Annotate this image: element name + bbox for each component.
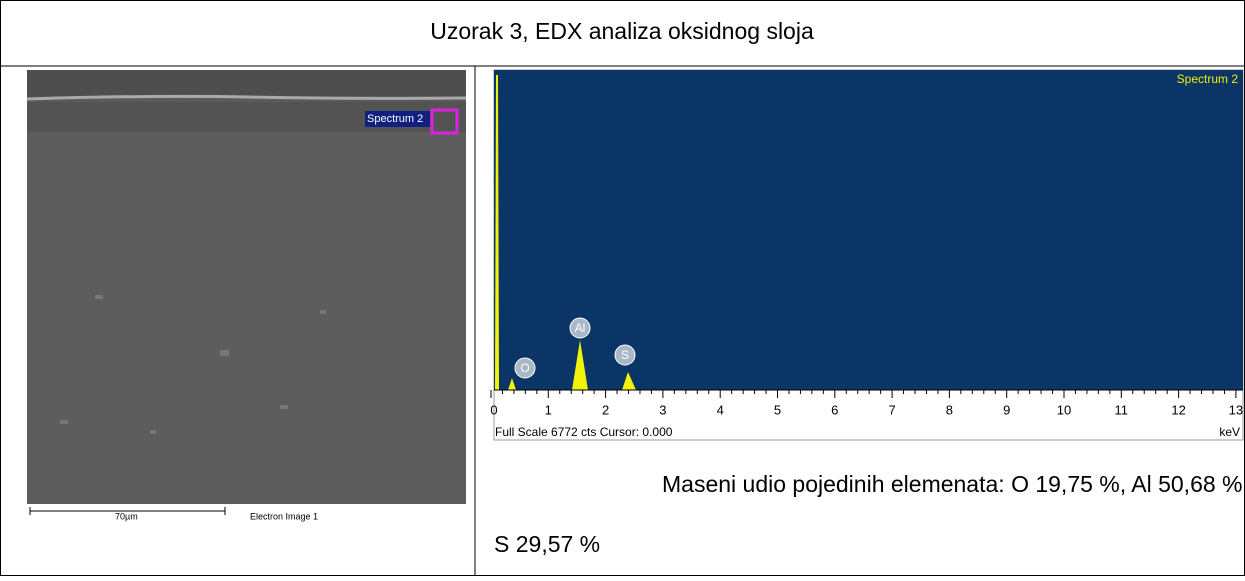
element-marker xyxy=(614,344,636,366)
sem-image: Spectrum 2 xyxy=(26,70,467,504)
tick-label: 9 xyxy=(1003,402,1010,417)
overlay-label: Spectrum 2 xyxy=(367,113,423,125)
table-title: Uzorak 3, EDX analiza oksidnog sloja xyxy=(430,18,814,44)
spectrum-label: Spectrum 2 xyxy=(1177,72,1239,86)
unit: keV xyxy=(1219,425,1240,439)
tick-label: 6 xyxy=(831,402,838,417)
tick-label: 0 xyxy=(490,402,497,417)
element-marker xyxy=(569,317,591,339)
element-label: Al xyxy=(575,321,586,335)
image-caption: Electron Image 1 xyxy=(250,511,318,521)
tick-label: 1 xyxy=(545,402,552,417)
spectrum-panel: Spectrum 2 keV Full Scale 6772 cts Curso… xyxy=(493,69,1244,441)
tick-label: 4 xyxy=(717,402,724,417)
tick-label: 13 xyxy=(1229,402,1243,417)
text-line: Maseni udio pojedinih elemenata: O 19,75… xyxy=(662,471,1245,497)
element-label: S xyxy=(621,348,629,362)
text-line: S 29,57 % xyxy=(494,531,600,557)
scale-label: 70µm xyxy=(115,511,138,521)
element-marker xyxy=(514,357,536,379)
tick-label: 5 xyxy=(774,402,781,417)
tick-label: 7 xyxy=(888,402,895,417)
tick-label: 10 xyxy=(1057,402,1071,417)
tick-label: 8 xyxy=(946,402,953,417)
element-label: O xyxy=(520,361,529,375)
tick-label: 12 xyxy=(1171,402,1185,417)
spectrum-footer: Full Scale 6772 cts Cursor: 0.000 xyxy=(495,425,673,439)
tick-label: 3 xyxy=(659,402,666,417)
tick-label: 11 xyxy=(1115,402,1129,417)
tick-label: 2 xyxy=(602,402,609,417)
